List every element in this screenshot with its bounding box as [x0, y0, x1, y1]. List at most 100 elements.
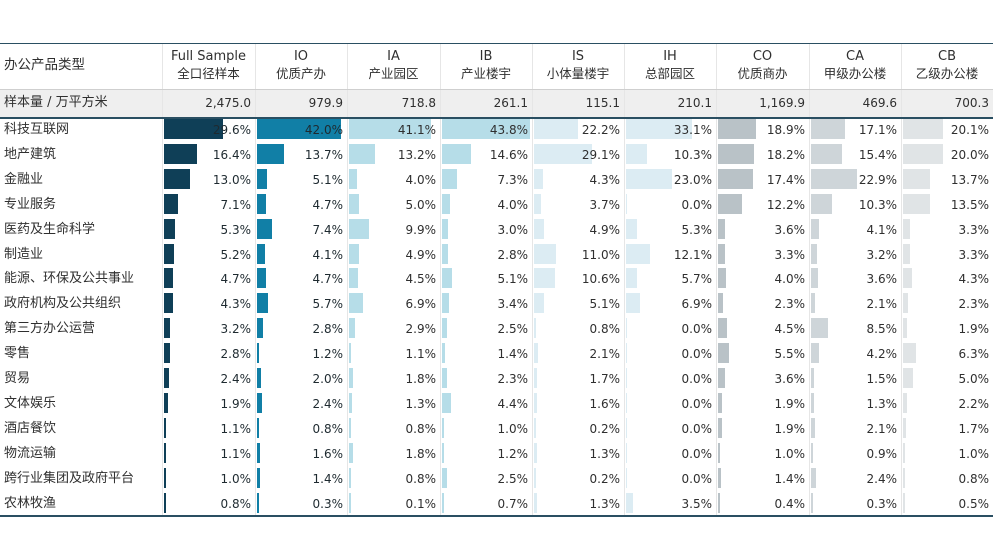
data-bar [164, 318, 171, 339]
data-label: 7.1% [220, 197, 252, 212]
data-bar [349, 318, 355, 339]
data-bar [349, 368, 353, 388]
data-bar [442, 368, 447, 388]
data-label: 1.4% [497, 347, 529, 362]
data-bar [534, 318, 536, 339]
data-label: 5.3% [220, 222, 252, 237]
data-label: 2.3% [774, 297, 806, 312]
sample-row-background [0, 89, 993, 117]
data-bar [811, 343, 820, 364]
data-bar [811, 243, 818, 264]
sample-value-6: 1,169.9 [759, 96, 805, 110]
data-bar [718, 193, 743, 214]
data-bar [349, 293, 363, 314]
data-bar [626, 442, 627, 463]
data-label: 5.2% [220, 247, 252, 262]
data-bar [718, 492, 720, 513]
data-label: 1.1% [220, 421, 252, 436]
data-bar [903, 442, 905, 463]
data-label: 33.1% [673, 123, 712, 137]
data-bar [903, 293, 908, 314]
data-bar [903, 318, 907, 339]
data-label: 0.2% [589, 471, 621, 486]
column-divider [901, 43, 902, 516]
data-label: 0.9% [866, 446, 898, 461]
data-bar [349, 492, 351, 513]
data-label: 10.6% [581, 272, 620, 287]
category-label: 物流运输 [4, 445, 57, 461]
data-bar [903, 492, 905, 513]
data-bar [257, 268, 267, 289]
table-rule [0, 515, 993, 517]
data-bar [534, 392, 538, 413]
data-label: 1.0% [220, 471, 252, 486]
data-label: 1.8% [405, 372, 437, 386]
data-bar [811, 218, 820, 239]
column-code-3: IB [479, 49, 493, 64]
data-label: 12.1% [673, 247, 712, 262]
data-bar [349, 143, 376, 164]
data-label: 0.0% [681, 446, 713, 461]
data-label: 1.0% [497, 421, 529, 436]
data-bar [164, 392, 168, 413]
data-bar [349, 392, 352, 413]
sample-value-4: 115.1 [585, 96, 620, 110]
data-label: 7.3% [497, 172, 529, 187]
data-bar [811, 467, 816, 488]
data-label: 29.6% [212, 123, 251, 137]
table-rule [0, 89, 993, 90]
data-label: 1.1% [405, 347, 437, 362]
data-bar [349, 442, 353, 463]
data-label: 3.6% [774, 222, 806, 237]
data-bar [164, 143, 197, 164]
data-label: 4.9% [589, 222, 621, 237]
data-label: 2.4% [220, 372, 252, 386]
data-label: 14.6% [489, 147, 528, 162]
data-bar [442, 268, 453, 289]
category-label: 金融业 [4, 171, 44, 187]
data-label: 2.5% [497, 471, 529, 486]
data-bar [257, 193, 267, 214]
category-label: 政府机构及公共组织 [4, 296, 122, 312]
data-bar [903, 467, 905, 488]
data-label: 5.1% [589, 297, 621, 312]
data-bar [442, 343, 445, 364]
column-code-7: CA [846, 49, 864, 64]
data-bar [349, 218, 369, 239]
data-label: 0.8% [312, 421, 344, 436]
data-bar [349, 243, 359, 264]
data-bar [349, 417, 351, 438]
data-label: 0.7% [497, 496, 529, 511]
data-label: 2.8% [497, 247, 529, 262]
data-label: 6.3% [958, 347, 990, 362]
data-bar [718, 417, 722, 438]
table-rule [0, 117, 993, 119]
data-label: 4.9% [405, 247, 437, 262]
data-label: 10.3% [673, 147, 712, 162]
category-label: 医药及生命科学 [4, 221, 96, 237]
data-bar [349, 467, 351, 488]
data-label: 4.7% [312, 272, 344, 287]
data-label: 2.3% [497, 372, 529, 386]
data-label: 16.4% [212, 147, 251, 162]
data-bar [626, 417, 627, 438]
data-label: 11.0% [581, 247, 620, 262]
data-bar [534, 417, 536, 438]
data-label: 2.5% [497, 322, 529, 337]
data-bar [257, 168, 268, 189]
data-bar [534, 243, 556, 264]
column-divider [716, 43, 717, 516]
data-label: 2.4% [866, 471, 898, 486]
data-bar [164, 268, 174, 289]
data-bar [718, 268, 726, 289]
data-label: 3.6% [774, 372, 806, 386]
data-label: 1.6% [589, 396, 621, 411]
data-label: 3.3% [958, 247, 990, 262]
sample-value-8: 700.3 [954, 96, 989, 110]
data-label: 1.6% [312, 446, 344, 461]
column-name-2: 产业园区 [368, 66, 419, 81]
data-label: 8.5% [866, 322, 898, 337]
data-bar [442, 243, 448, 264]
data-label: 4.7% [312, 197, 344, 212]
sample-value-5: 210.1 [677, 96, 712, 110]
